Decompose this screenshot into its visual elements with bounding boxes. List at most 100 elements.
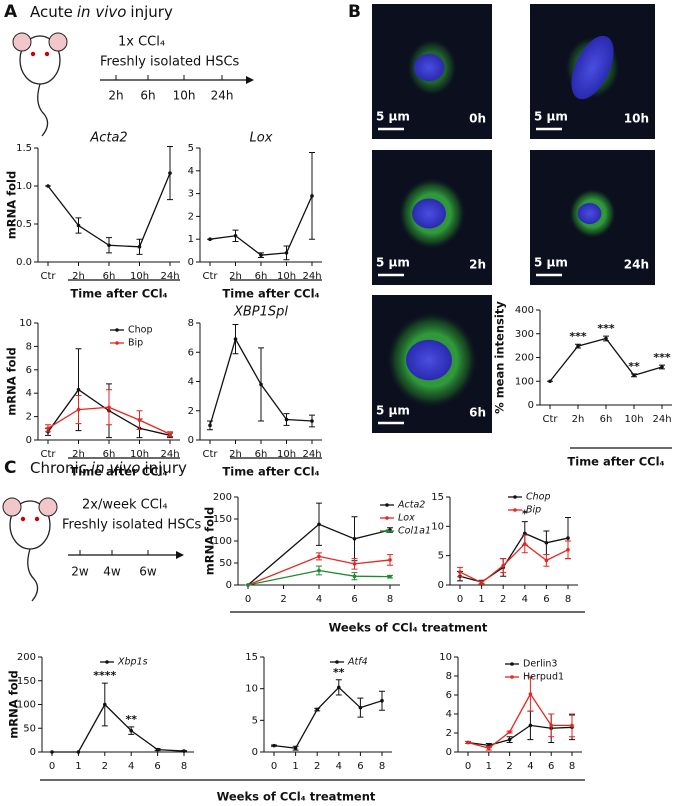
y-tick-label: 5: [252, 715, 258, 726]
section-title-part: in vivo: [91, 459, 141, 477]
y-tick-label: 2: [26, 412, 32, 423]
y-tick-label: 100: [17, 700, 36, 711]
data-point: [76, 223, 81, 228]
data-point: [566, 548, 570, 552]
treatment: 2x/week CCl₄: [82, 498, 168, 513]
y-tick-label: 5: [438, 551, 444, 562]
y-tick-label: 200: [515, 353, 534, 364]
y-tick-label: 150: [213, 514, 232, 525]
y-tick-label: 10: [431, 521, 444, 532]
x-tick-label: 10h: [624, 414, 643, 425]
legend-label: Derlin3: [523, 659, 557, 670]
timeline-label: 2h: [108, 89, 123, 103]
data-point: [507, 737, 512, 742]
x-tick-label: Ctr: [202, 449, 218, 460]
x-tick-label: 1: [75, 761, 81, 772]
data-point: [660, 365, 664, 369]
y-tick-label: 10: [19, 318, 32, 329]
x-tick-label: 2h: [229, 449, 242, 460]
x-tick-label: 8: [565, 594, 571, 605]
data-point: [259, 253, 263, 257]
scale-label: 5 µm: [376, 404, 410, 418]
scale-label: 5 µm: [534, 256, 568, 270]
data-point: [107, 243, 111, 248]
section-title-part: injury: [144, 459, 187, 477]
data-point: [168, 171, 172, 175]
shared-x-label: Weeks of CCl₄ treatment: [329, 621, 488, 635]
significance-label: ****: [93, 669, 116, 682]
y-tick-label: 300: [515, 329, 534, 340]
shared-x-label: Weeks of CCl₄ treatment: [217, 790, 376, 804]
x-tick-label: 10h: [277, 449, 296, 460]
scale-label: 5 µm: [534, 110, 568, 124]
x-tick-label: 1: [478, 594, 484, 605]
timeline-label: 4w: [103, 565, 121, 579]
legend-marker: [115, 328, 119, 332]
data-point: [352, 574, 357, 578]
significance-label: ***: [597, 322, 615, 335]
y-tick-label: 0.5: [16, 219, 32, 230]
y-tick-label: 10: [439, 652, 452, 663]
panel-label: C: [4, 458, 16, 478]
legend-label: Atf4: [347, 657, 368, 668]
y-axis-label: % mean intensity: [493, 301, 507, 414]
y-tick-label: 2: [188, 406, 194, 417]
data-line: [247, 569, 391, 586]
x-tick-label: 10h: [130, 271, 149, 282]
data-point: [352, 537, 357, 541]
y-tick-label: 100: [213, 536, 232, 547]
panel-label: A: [4, 2, 18, 22]
y-tick-label: 10: [245, 684, 258, 695]
legend-label: Acta2: [397, 500, 425, 511]
significance-label: **: [333, 666, 345, 679]
legend-marker: [105, 660, 109, 664]
legend-label: Herpud1: [523, 672, 564, 683]
legend-marker: [510, 662, 514, 666]
y-tick-label: 4: [446, 709, 452, 720]
y-tick-label: 0: [188, 257, 194, 268]
legend-label: Bip: [128, 338, 143, 349]
x-tick-label: 0: [457, 594, 463, 605]
data-point: [137, 245, 142, 249]
y-tick-label: 0: [438, 580, 444, 591]
y-tick-label: 200: [213, 492, 232, 503]
y-tick-label: 3: [188, 189, 194, 200]
data-point: [317, 522, 321, 527]
chart-title: XBP1Spl: [233, 305, 288, 320]
y-tick-label: 1.0: [16, 181, 32, 192]
data-point: [76, 750, 81, 754]
data-line: [47, 172, 171, 248]
data-point: [284, 251, 289, 255]
data-point: [523, 542, 527, 546]
x-tick-label: 6: [357, 761, 363, 772]
y-tick-label: 8: [26, 341, 32, 352]
y-tick-label: 1: [188, 234, 194, 245]
data-point: [155, 747, 160, 752]
x-tick-label: Ctr: [542, 414, 558, 425]
y-tick-label: 200: [17, 652, 36, 663]
x-tick-label: 4: [527, 761, 533, 772]
section-title-part: in vivo: [77, 3, 127, 21]
legend-label: Col1a1: [398, 526, 431, 537]
x-tick-label: 24h: [160, 271, 179, 282]
data-point: [272, 743, 276, 748]
y-tick-label: 6: [188, 347, 194, 358]
chart-title: Lox: [250, 131, 273, 146]
data-point: [208, 423, 212, 428]
x-tick-label: 24h: [652, 414, 671, 425]
data-point: [107, 405, 111, 410]
x-tick-label: 4: [336, 761, 342, 772]
mouse-icon: [2, 497, 58, 602]
x-tick-label: 6: [154, 761, 160, 772]
data-point: [310, 419, 314, 423]
data-point: [466, 740, 470, 745]
y-tick-label: 4: [188, 377, 194, 388]
y-tick-label: 8: [188, 318, 194, 329]
data-point: [76, 407, 81, 412]
x-tick-label: 2h: [572, 414, 585, 425]
significance-label: ***: [653, 351, 671, 364]
data-point: [259, 382, 263, 387]
legend-marker: [513, 508, 517, 512]
x-axis-label: Time after CCl₄: [70, 465, 167, 479]
data-point: [388, 558, 392, 562]
